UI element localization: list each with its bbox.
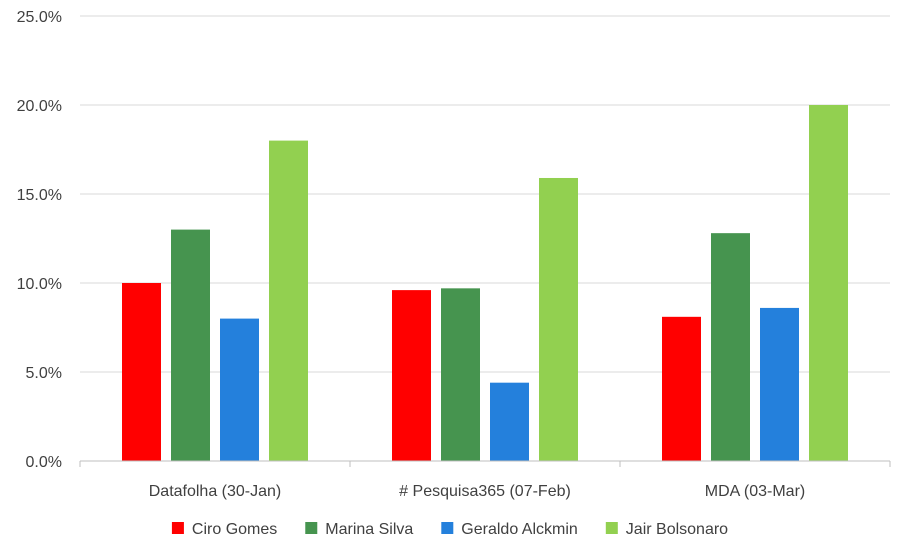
y-axis-tick-labels: 0.0% 5.0% 10.0% 15.0% 20.0% 25.0% [17, 9, 62, 471]
y-tick-label: 5.0% [26, 365, 62, 382]
x-category-label: # Pesquisa365 (07-Feb) [399, 483, 571, 500]
legend-label: Jair Bolsonaro [626, 521, 728, 538]
y-tick-label: 0.0% [26, 454, 62, 471]
bar [220, 318, 259, 461]
bar [269, 140, 308, 461]
bar [122, 283, 161, 461]
legend-label: Ciro Gomes [192, 521, 277, 538]
bar [392, 290, 431, 461]
y-tick-label: 10.0% [17, 276, 62, 293]
bar [539, 177, 578, 462]
bar [441, 288, 480, 461]
y-tick-label: 20.0% [17, 98, 62, 115]
gridlines [80, 15, 890, 373]
bar [760, 307, 799, 461]
bar [171, 229, 210, 461]
y-tick-label: 25.0% [17, 9, 62, 26]
bar [662, 316, 701, 461]
y-tick-label: 15.0% [17, 187, 62, 204]
bar [711, 233, 750, 461]
legend-swatch [171, 522, 184, 534]
legend-label: Marina Silva [325, 521, 413, 538]
legend-swatch [441, 522, 454, 534]
bars [122, 105, 848, 462]
legend-label: Geraldo Alckmin [461, 521, 578, 538]
legend-swatch [605, 522, 618, 534]
x-axis [79, 460, 891, 467]
bar [490, 382, 529, 461]
x-category-label: MDA (03-Mar) [705, 483, 805, 500]
x-axis-category-labels: Datafolha (30-Jan) # Pesquisa365 (07-Feb)… [149, 483, 805, 500]
x-category-label: Datafolha (30-Jan) [149, 483, 282, 500]
legend-swatch [305, 522, 318, 534]
bar [809, 105, 848, 461]
legend: Ciro Gomes Marina Silva Geraldo Alckmin Jai… [171, 521, 728, 538]
